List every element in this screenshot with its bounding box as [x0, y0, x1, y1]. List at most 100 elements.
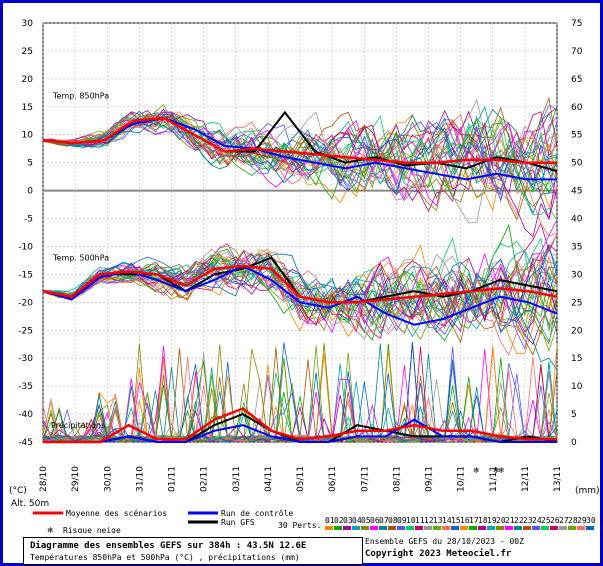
grid-layer [42, 22, 558, 443]
left-tick-label: -30 [18, 354, 33, 364]
pert-number: 30 [586, 516, 596, 525]
x-tick-label: 13/11 [553, 466, 563, 492]
left-tick-label: 15 [22, 103, 33, 113]
series-line-850 [42, 116, 557, 181]
credits: Ensemble GEFS du 28/10/2023 - 00Z Copyri… [365, 537, 524, 559]
pert-swatch [415, 526, 423, 530]
pert-line-500 [42, 256, 558, 344]
perturbation-lines [42, 96, 558, 443]
pert-swatch [460, 526, 468, 530]
pert-swatch [541, 526, 549, 530]
pert-swatch [397, 526, 405, 530]
pert-line-500 [42, 248, 558, 340]
pert-swatch [343, 526, 351, 530]
pert-line-850 [42, 108, 558, 184]
pert-swatch [505, 526, 513, 530]
right-tick-label: 0 [571, 438, 577, 448]
series-line-850 [42, 116, 557, 164]
pert-number: 05 [361, 516, 371, 525]
chart-title: Diagramme des ensembles GEFS sur 384h : … [30, 541, 307, 551]
pert-number: 27 [559, 516, 569, 525]
left-tick-label: 20 [22, 75, 34, 85]
right-tick-label: 15 [571, 354, 582, 364]
pert-number: 29 [577, 516, 587, 525]
chart-info-box: Diagramme des ensembles GEFS sur 384h : … [23, 537, 363, 565]
pert-number: 24 [532, 516, 542, 525]
right-tick-label: 5 [571, 410, 577, 420]
pert-number: 14 [442, 516, 452, 525]
pert-number: 02 [334, 516, 344, 525]
legend-label-mean: Moyenne des scénarios [66, 508, 167, 518]
perturbations-label: 30 Perts. [278, 521, 321, 530]
pert-swatch [532, 526, 540, 530]
x-tick-label: 30/10 [103, 466, 113, 492]
x-tick-label: 03/11 [232, 466, 242, 492]
left-tick-label: -10 [18, 242, 33, 252]
pert-line-500 [42, 262, 558, 333]
legend: Moyenne des scénarios Run de contrôleRun … [33, 508, 596, 533]
x-tick-label: 11/11 [489, 466, 499, 492]
left-tick-label: -5 [24, 215, 33, 225]
x-tick-label: 12/11 [521, 466, 531, 492]
x-tick-label: 29/10 [71, 466, 81, 492]
pert-number: 11 [415, 516, 425, 525]
right-tick-label: 35 [571, 242, 582, 252]
snow-risk-marker: ❄ [473, 466, 480, 475]
pert-swatch [388, 526, 396, 530]
pert-swatch [550, 526, 558, 530]
pert-number: 19 [487, 516, 497, 525]
pert-number: 12 [424, 516, 434, 525]
pert-number: 06 [370, 516, 380, 525]
pert-number: 10 [406, 516, 416, 525]
pert-number: 16 [460, 516, 470, 525]
pert-swatch [514, 526, 522, 530]
pert-number: 04 [352, 516, 362, 525]
legend-label-control: Run de contrôle [221, 508, 293, 518]
pert-number: 20 [496, 516, 506, 525]
chart-subtitle: Températures 850hPa et 500hPa (°C) , pré… [30, 553, 300, 562]
pert-line-850 [42, 113, 558, 212]
x-tick-label: 09/11 [425, 466, 435, 492]
pert-swatch [469, 526, 477, 530]
pert-swatch [352, 526, 360, 530]
ensemble-run-label: Ensemble GEFS du 28/10/2023 - 00Z [365, 537, 524, 546]
x-tick-label: 05/11 [296, 466, 306, 492]
x-tick-label: 08/11 [392, 466, 402, 492]
panel-label-850: Temp. 850hPa [52, 91, 109, 100]
right-tick-label: 75 [571, 19, 582, 29]
right-tick-label: 20 [571, 326, 583, 336]
left-tick-label: -25 [18, 326, 33, 336]
pert-swatch [370, 526, 378, 530]
pert-line-850 [42, 111, 558, 207]
right-tick-label: 50 [571, 159, 583, 169]
pert-number: 22 [514, 516, 524, 525]
legend-snow-icon: ❄ [47, 526, 54, 533]
pert-swatch [361, 526, 369, 530]
pert-number: 25 [541, 516, 551, 525]
pert-swatch [586, 526, 594, 530]
chart-frame: 30 75 25 70 20 65 15 60 10 55 5 50 0 45 -5 40 -10 35 -15 30… [3, 3, 600, 565]
left-tick-label: 10 [22, 131, 34, 141]
right-tick-label: 30 [571, 270, 583, 280]
snow-risk-marker: ❄ [498, 466, 505, 475]
pert-line-850 [42, 111, 558, 180]
pert-number: 15 [451, 516, 461, 525]
pert-swatch [496, 526, 504, 530]
pert-swatch [325, 526, 333, 530]
pert-number: 09 [397, 516, 407, 525]
right-tick-label: 10 [571, 382, 583, 392]
pert-line-850 [42, 111, 558, 224]
pert-line-500 [42, 219, 558, 334]
pert-number: 21 [505, 516, 515, 525]
panel-label-precip: Précipitations [51, 420, 105, 430]
pert-line-500 [42, 237, 558, 313]
x-tick-label: 10/11 [457, 466, 467, 492]
legend-label-snow: Risque neige [63, 526, 121, 533]
right-tick-label: 45 [571, 187, 582, 197]
pert-number: 28 [568, 516, 578, 525]
series-line-precip [43, 418, 557, 443]
left-tick-label: -20 [18, 298, 33, 308]
pert-swatch [334, 526, 342, 530]
left-tick-label: 5 [27, 159, 33, 169]
